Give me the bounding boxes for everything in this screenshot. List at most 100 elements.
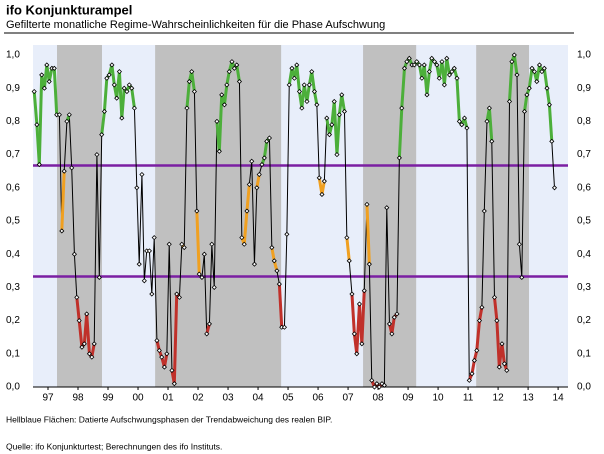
y2-tick-label: 0,2 <box>577 315 591 326</box>
point <box>396 155 402 161</box>
point <box>526 85 532 91</box>
point <box>236 78 243 85</box>
point <box>394 311 400 317</box>
y2-tick-label: 0,6 <box>577 182 591 193</box>
point <box>474 347 480 354</box>
zone-segment <box>397 106 404 160</box>
x-tick-label: 14 <box>553 393 565 404</box>
point <box>534 78 540 85</box>
point <box>456 118 462 124</box>
zone-segment <box>542 66 549 90</box>
point <box>446 72 453 78</box>
point <box>36 161 42 168</box>
point <box>56 112 62 118</box>
point <box>406 55 412 61</box>
chart-subtitle: Gefilterte monatliche Regime-Wahrscheinl… <box>6 19 385 31</box>
zone-segment <box>500 342 506 366</box>
zone-segment <box>242 209 249 246</box>
point <box>449 69 455 75</box>
point <box>69 165 75 171</box>
point <box>284 231 290 237</box>
point <box>196 271 202 277</box>
point <box>349 291 355 297</box>
x-tick-label: 05 <box>282 393 294 404</box>
point <box>386 321 393 327</box>
point <box>59 228 65 234</box>
point <box>74 294 80 300</box>
shaded-period <box>476 45 529 387</box>
point <box>366 261 372 267</box>
note: Hellblaue Flächen: Datierte Aufschwungsp… <box>6 414 332 424</box>
zone-segment <box>77 319 84 349</box>
point <box>521 108 528 115</box>
zone-segment <box>295 63 301 94</box>
point <box>466 377 472 383</box>
zone-segment <box>225 70 231 87</box>
point <box>511 52 517 58</box>
point <box>201 251 207 257</box>
point <box>264 138 270 144</box>
point <box>146 248 152 254</box>
point <box>46 78 52 85</box>
point <box>399 105 405 111</box>
zone-segment <box>245 182 251 213</box>
point <box>89 354 95 360</box>
point <box>274 268 280 274</box>
point <box>86 351 92 357</box>
point <box>161 364 167 370</box>
zone-segment <box>52 66 59 117</box>
y2-tick-label: 0,8 <box>577 116 591 127</box>
point <box>221 102 228 108</box>
point <box>451 65 457 71</box>
point <box>66 112 72 118</box>
point <box>491 294 498 300</box>
point <box>496 364 502 370</box>
point <box>174 291 180 297</box>
zone-segment <box>310 70 316 94</box>
y-tick-label: 0,6 <box>6 182 20 193</box>
point <box>499 341 505 347</box>
point <box>459 122 465 128</box>
point <box>271 258 277 264</box>
zone-segment <box>507 60 514 103</box>
point <box>311 88 318 95</box>
point <box>226 69 232 75</box>
point <box>61 168 67 174</box>
point <box>204 331 210 337</box>
point <box>549 138 555 144</box>
point <box>421 62 427 68</box>
point <box>369 377 375 383</box>
zone-segment <box>340 93 346 113</box>
point <box>206 321 212 327</box>
point <box>306 82 312 88</box>
point <box>94 152 100 158</box>
y-tick-label: 0,0 <box>6 382 20 393</box>
point <box>219 92 225 98</box>
point <box>519 274 525 281</box>
zone-segment <box>47 66 54 84</box>
point <box>384 205 390 211</box>
y-tick-label: 0,7 <box>6 149 20 160</box>
zone-segment <box>195 209 201 276</box>
point <box>44 62 50 68</box>
chart-title: ifo Konjunkturampel <box>6 2 132 17</box>
y-tick-label: 0,2 <box>6 315 20 326</box>
y2-tick-label: 1,0 <box>577 50 591 61</box>
point <box>426 69 432 75</box>
point <box>106 72 112 78</box>
point <box>154 337 160 344</box>
point <box>124 88 130 95</box>
point <box>304 98 310 105</box>
point <box>259 161 265 168</box>
zone-segment <box>312 90 319 107</box>
zone-segment <box>425 70 431 97</box>
point <box>344 235 350 241</box>
point <box>341 108 348 115</box>
point <box>141 278 147 284</box>
zone-segment <box>32 90 39 127</box>
point <box>469 371 475 377</box>
point <box>444 55 450 61</box>
source: Quelle: ifo Konjunkturtest; Berechnungen… <box>6 441 222 451</box>
y-tick-label: 0,3 <box>6 282 20 293</box>
point <box>254 185 260 191</box>
